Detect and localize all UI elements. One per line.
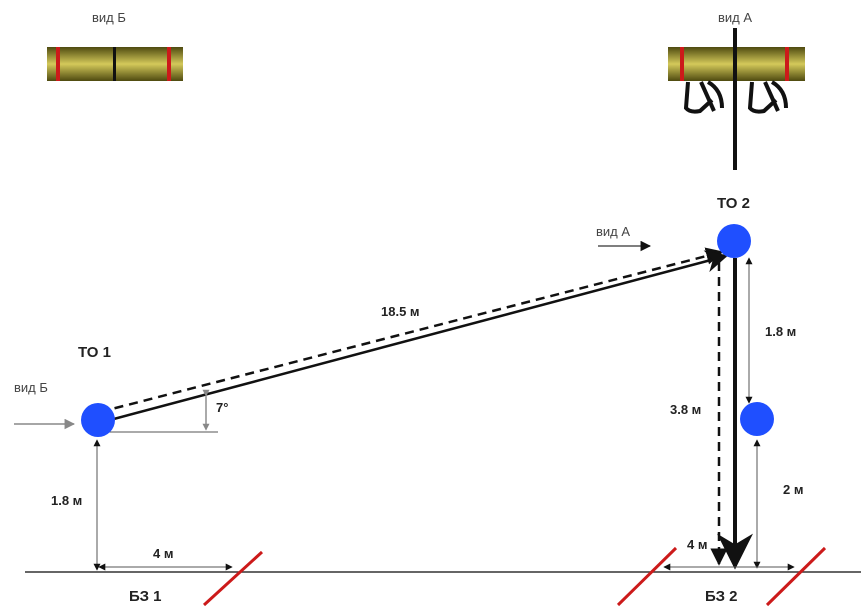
bz2-label: БЗ 2 [705,588,738,605]
to2-vertical-label: 1.8 м [765,324,796,339]
view-a-title: вид А [718,10,752,25]
lower-node [740,402,774,436]
to2-label: ТО 2 [717,195,750,212]
diagonal-dashed-line [99,247,724,414]
zone-marker-bz1 [202,550,264,607]
ground-left-label: 4 м [153,546,173,561]
to1-node [81,403,115,437]
lower-height-label: 2 м [783,482,803,497]
diagonal-length-label: 18.5 м [381,304,420,319]
view-a-hooks [683,80,788,114]
view-b-arrow-label: вид Б [14,380,48,395]
to1-label: ТО 1 [78,344,111,361]
view-a-arrow-label: вид А [596,224,630,239]
angle-label: 7° [216,400,228,415]
zone-marker-bz2-left [616,546,678,607]
view-b-beam [47,47,183,81]
zone-marker-bz2-right [765,546,827,607]
to2-node [717,224,751,258]
dashed-vertical-label: 3.8 м [670,402,701,417]
view-a-beam [668,28,805,170]
view-b-title: вид Б [92,10,126,25]
diagonal-solid-line [109,250,729,422]
bz1-label: БЗ 1 [129,588,162,605]
height-to1-label: 1.8 м [51,493,82,508]
ground-right-label: 4 м [687,537,707,552]
